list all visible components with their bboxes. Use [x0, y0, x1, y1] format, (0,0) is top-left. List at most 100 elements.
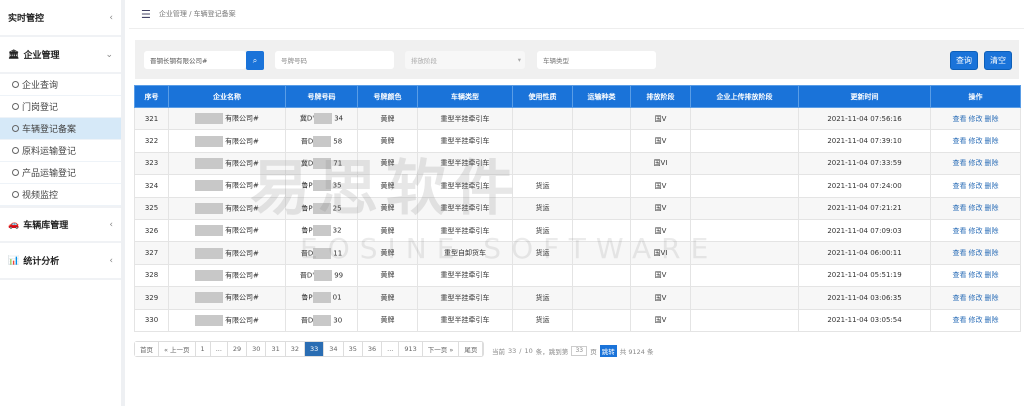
clear-button[interactable]: 清空 [984, 51, 1012, 70]
page-button[interactable]: 1 [195, 342, 211, 356]
delete-link[interactable]: 删除 [984, 226, 999, 235]
cell-plate: 晋D 30 [285, 308, 358, 332]
page-button[interactable]: 36 [362, 342, 383, 356]
company-input[interactable]: 晋钢长钢有限公司# [144, 51, 246, 69]
delete-link[interactable]: 删除 [984, 316, 999, 325]
redacted [313, 314, 332, 326]
cell-actions: 查看 修改 删除 [930, 241, 1021, 265]
edit-link[interactable]: 修改 [968, 249, 983, 258]
page-button[interactable]: 30 [247, 342, 267, 356]
cell-vehicle-type: 重型半挂牵引车 [417, 196, 513, 220]
view-link[interactable]: 查看 [952, 249, 967, 258]
jump-page-input[interactable]: 33 [571, 346, 588, 356]
company-suffix: 有限公司# [225, 226, 259, 235]
view-link[interactable]: 查看 [952, 181, 967, 190]
cell-usage: 货运 [512, 218, 573, 243]
vehicle-type-input[interactable]: 车辆类型 [537, 51, 656, 69]
cell-emission: 国V [630, 286, 691, 310]
page-button[interactable]: 首页 [135, 342, 159, 356]
plate-input[interactable]: 号牌号码 [275, 51, 394, 69]
delete-link[interactable]: 删除 [984, 137, 999, 146]
delete-link[interactable]: 删除 [984, 271, 999, 280]
page-button[interactable]: 34 [324, 342, 344, 356]
edit-link[interactable]: 修改 [968, 271, 983, 280]
edit-link[interactable]: 修改 [968, 293, 983, 302]
edit-link[interactable]: 修改 [968, 137, 983, 146]
edit-link[interactable]: 修改 [968, 181, 983, 190]
view-link[interactable]: 查看 [952, 137, 967, 146]
plate-prefix: 鲁P [301, 181, 313, 190]
cell-uploaded-emission [690, 308, 799, 332]
cell-plate-color: 黄牌 [357, 241, 418, 265]
cell-company: 有限公司# [168, 308, 286, 332]
sidebar-group-realtime[interactable]: 实时管控 ‹ [0, 0, 121, 37]
sidebar-item[interactable]: 门岗登记 [0, 96, 121, 118]
page-button[interactable]: « 上一页 [159, 342, 196, 356]
sidebar-item[interactable]: 企业查询 [0, 74, 121, 96]
cell-emission: 国V [630, 196, 691, 220]
sidebar-group-stats[interactable]: 📊 统计分析 ‹ [0, 243, 121, 280]
delete-link[interactable]: 删除 [984, 249, 999, 258]
sidebar-item-label: 企业查询 [22, 81, 59, 91]
sidebar-item[interactable]: 原料运输登记 [0, 140, 121, 162]
company-suffix: 有限公司# [225, 137, 259, 146]
cell-usage: 货运 [512, 196, 573, 220]
view-link[interactable]: 查看 [952, 204, 967, 213]
bar-chart-icon: 📊 [8, 255, 20, 266]
view-link[interactable]: 查看 [952, 293, 967, 302]
sidebar-group-vehicles[interactable]: 🚗 车辆库管理 ‹ [0, 206, 121, 243]
sidebar-group-enterprise[interactable]: 🏛 企业管理 ⌄ [0, 37, 121, 74]
cell-company: 有限公司# [168, 286, 286, 310]
emission-select[interactable]: 排放阶段 ▾ [405, 51, 525, 69]
view-link[interactable]: 查看 [952, 159, 967, 168]
cell-company: 有限公司# [168, 196, 286, 220]
delete-link[interactable]: 删除 [984, 293, 999, 302]
page-button[interactable]: 35 [343, 342, 363, 356]
query-button[interactable]: 查询 [950, 51, 978, 70]
cell-emission: 国VI [630, 151, 691, 176]
cell-plate: 晋D' 99 [285, 263, 358, 288]
page-button[interactable]: ... [210, 342, 228, 356]
page-button[interactable]: 32 [285, 342, 306, 356]
cell-index: 328 [134, 263, 169, 288]
edit-link[interactable]: 修改 [968, 114, 983, 123]
page-button[interactable]: 913 [399, 342, 423, 356]
page-button[interactable]: 31 [266, 342, 286, 356]
sidebar-item[interactable]: 车辆登记备案 [0, 118, 121, 140]
view-link[interactable]: 查看 [952, 226, 967, 235]
cell-uploaded-emission [690, 196, 799, 220]
sidebar-item[interactable]: 产品运输登记 [0, 162, 121, 184]
separator: / [519, 347, 522, 355]
page-button[interactable]: 29 [227, 342, 248, 356]
page-button[interactable]: 下一页 » [422, 342, 460, 356]
view-link[interactable]: 查看 [952, 316, 967, 325]
cell-actions: 查看 修改 删除 [930, 151, 1021, 176]
page-button[interactable]: 33 [305, 342, 325, 356]
view-link[interactable]: 查看 [952, 114, 967, 123]
plate-prefix: 鲁P [301, 226, 313, 235]
delete-link[interactable]: 删除 [984, 204, 999, 213]
edit-link[interactable]: 修改 [968, 204, 983, 213]
page-button[interactable]: ... [382, 342, 400, 356]
cell-emission: 国VI [630, 241, 691, 265]
jump-button[interactable]: 跳转 [599, 345, 617, 357]
redacted [195, 269, 224, 281]
delete-link[interactable]: 删除 [984, 159, 999, 168]
column-header: 更新时间 [798, 85, 931, 108]
delete-link[interactable]: 删除 [984, 114, 999, 123]
delete-link[interactable]: 删除 [984, 181, 999, 190]
cell-actions: 查看 修改 删除 [930, 286, 1021, 310]
page-button[interactable]: 尾页 [459, 342, 484, 356]
view-link[interactable]: 查看 [952, 271, 967, 280]
cell-index: 329 [134, 286, 169, 310]
menu-toggle-icon[interactable]: ☰ [141, 7, 151, 21]
search-button[interactable]: ⌕ [246, 51, 264, 70]
edit-link[interactable]: 修改 [968, 159, 983, 168]
sidebar-item[interactable]: 视频监控 [0, 184, 121, 206]
table-row: 328 有限公司# 晋D' 99 黄牌 重型半挂牵引车 国V 2021-11-04… [134, 263, 1021, 288]
cell-company: 有限公司# [168, 174, 286, 198]
edit-link[interactable]: 修改 [968, 226, 983, 235]
cell-transport-type [572, 106, 631, 131]
company-suffix: 有限公司# [225, 181, 259, 190]
edit-link[interactable]: 修改 [968, 316, 983, 325]
